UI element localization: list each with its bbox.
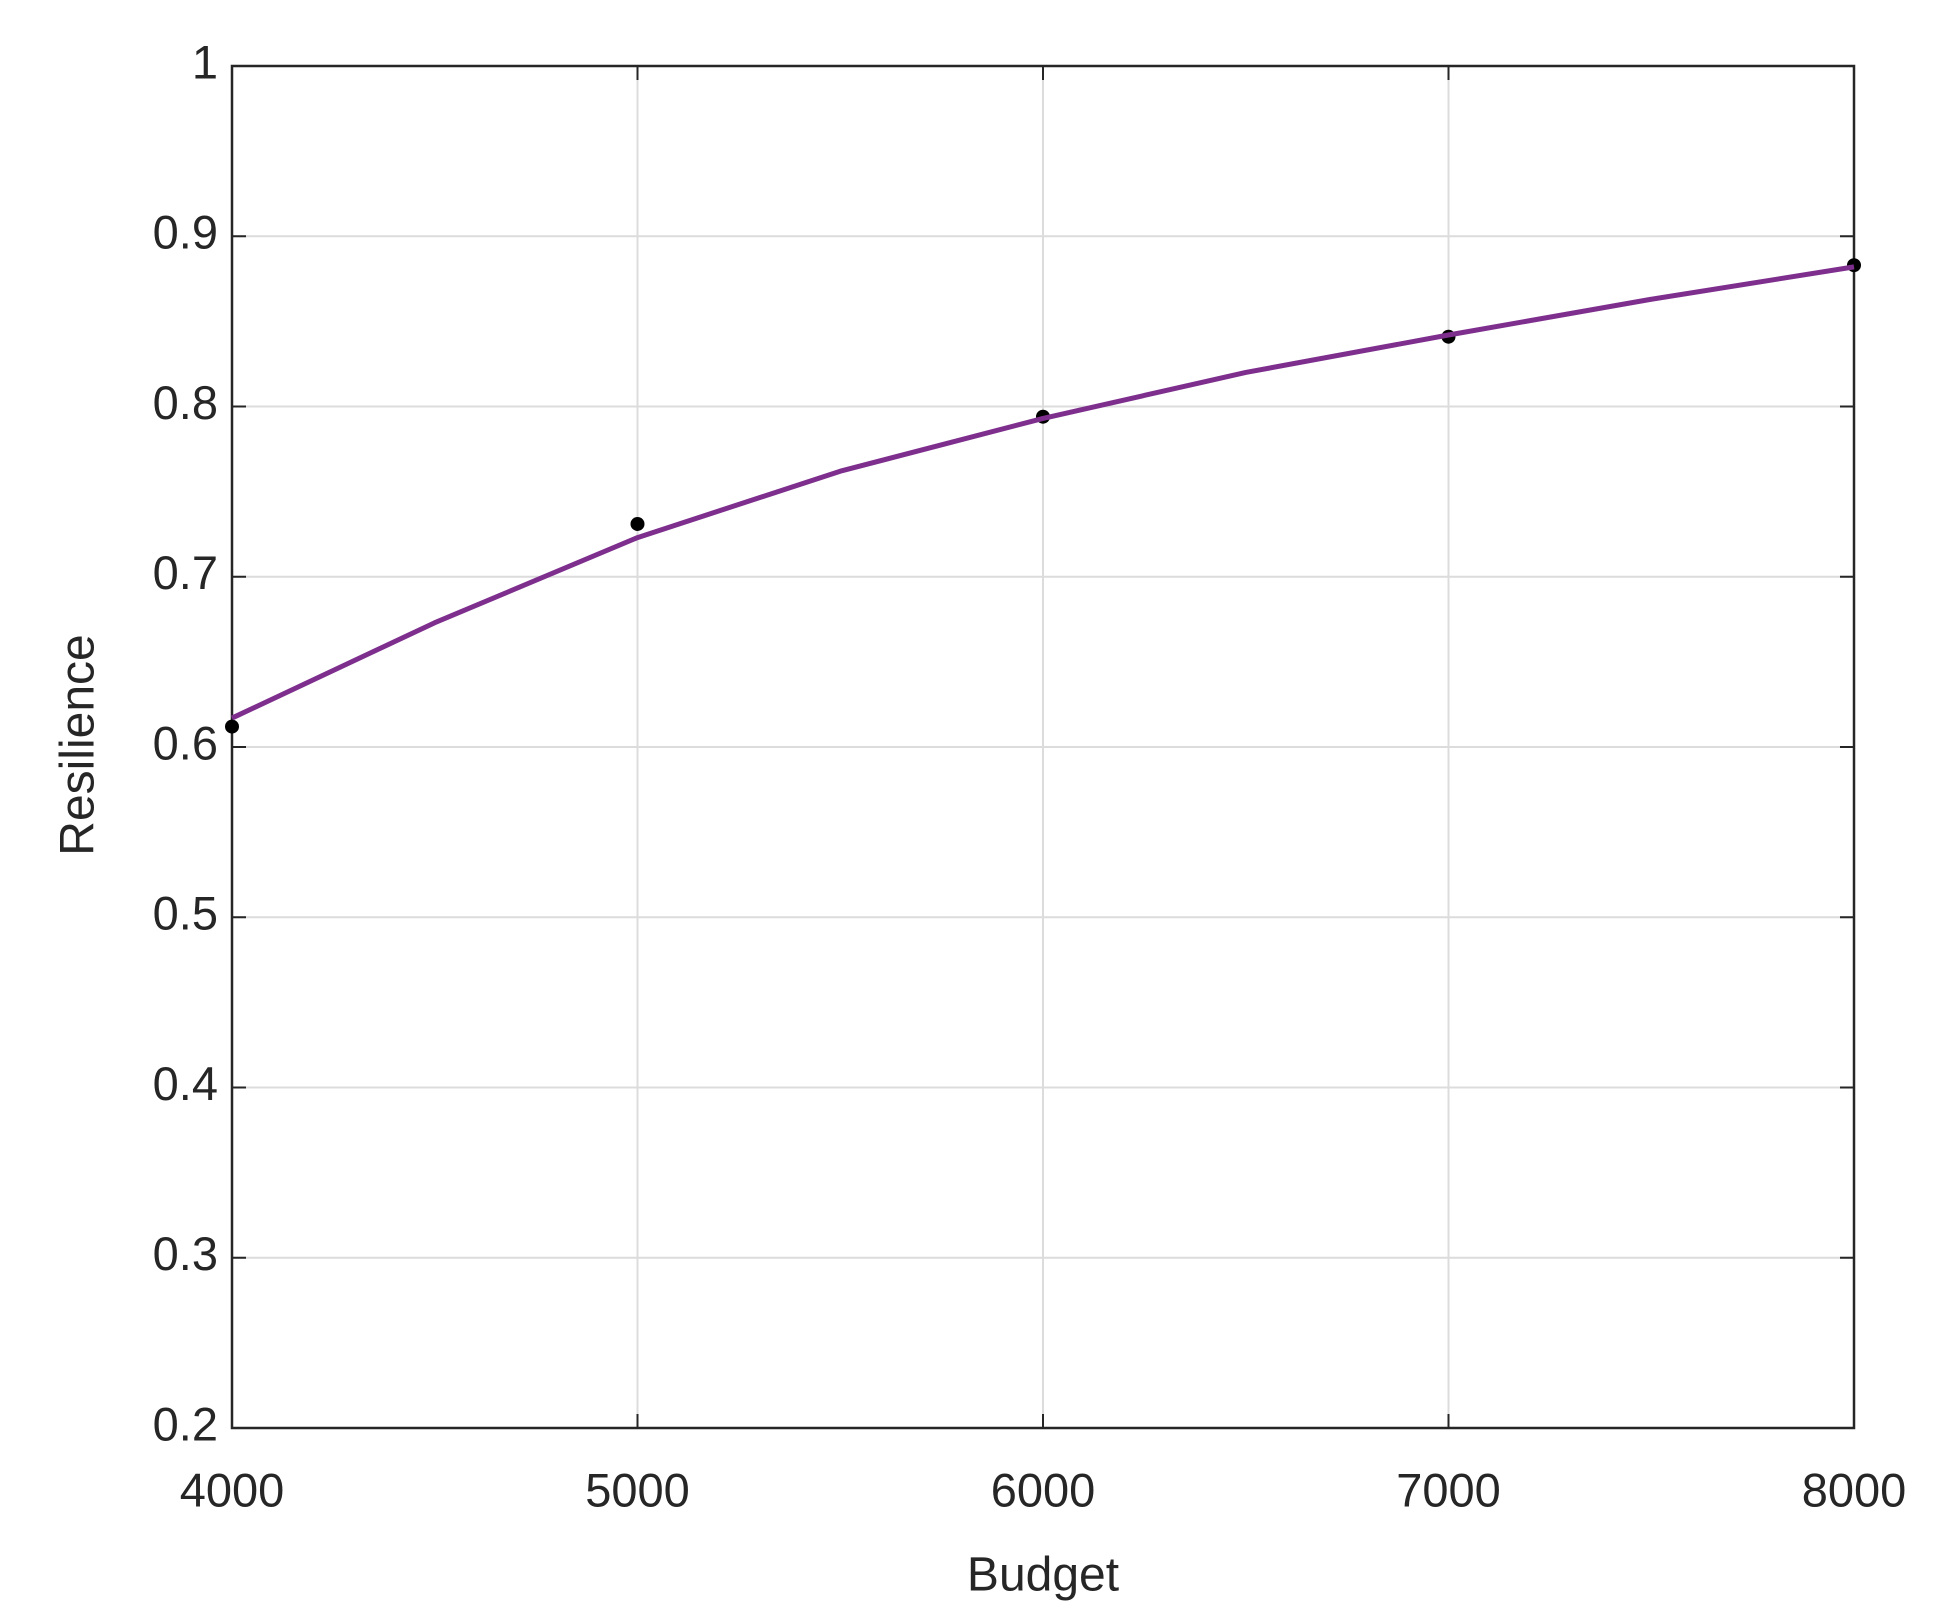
y-tick-label: 0.6 [153,716,218,769]
fit-line [230,264,1855,721]
x-tick-label: 8000 [1802,1463,1907,1516]
y-axis-label: Resilience [52,634,105,855]
y-tick-label: 0.2 [153,1397,218,1450]
x-tick-label: 7000 [1396,1463,1501,1516]
plot-border [230,64,1856,1430]
x-tick-label: 6000 [991,1463,1096,1516]
y-tick-label: 1 [192,35,218,88]
y-tick-label: 0.5 [153,887,218,940]
data-point [630,516,645,531]
x-tick-label: 5000 [585,1463,690,1516]
x-tick-label: 4000 [180,1463,285,1516]
y-tick-label: 0.3 [153,1227,218,1280]
x-axis-label: Budget [967,1549,1119,1602]
y-tick-label: 0.8 [153,376,218,429]
y-tick-label: 0.4 [153,1057,218,1110]
y-tick-label: 0.9 [153,206,218,259]
y-tick-label: 0.7 [153,546,218,599]
data-point [225,719,239,734]
